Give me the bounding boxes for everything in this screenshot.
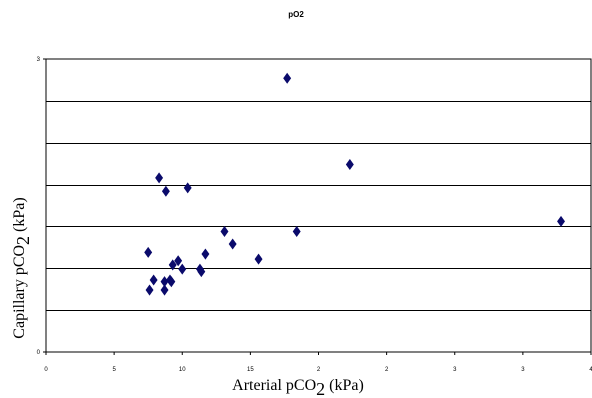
y-axis-label-subscript: 2 <box>13 236 33 245</box>
x-tick-label: 4 <box>589 367 592 373</box>
x-tick-label: 3 <box>453 367 457 373</box>
x-tick-label: 3 <box>521 367 525 373</box>
y-axis-label: Capillary pCO2 (kPa) <box>11 197 33 338</box>
x-tick-label: 2 <box>385 367 389 373</box>
plot-border <box>45 58 592 353</box>
data-point <box>228 238 237 250</box>
data-point <box>144 246 153 258</box>
data-point <box>160 284 169 296</box>
x-tick-label: 0 <box>44 367 48 373</box>
x-tick-label: 10 <box>179 367 186 373</box>
data-point <box>183 182 192 194</box>
chart-title: pO2 <box>288 10 304 19</box>
data-point <box>197 266 206 278</box>
x-axis-label-unit: (kPa) <box>325 377 364 394</box>
y-axis-ticks: 03 <box>37 57 46 356</box>
gridlines <box>46 101 591 311</box>
data-point <box>174 255 183 267</box>
y-tick-label: 3 <box>37 57 41 63</box>
data-point <box>557 215 565 227</box>
data-point <box>155 172 164 184</box>
x-axis-label-subscript: 2 <box>316 379 325 398</box>
x-axis-label: Arterial pCO2 (kPa) <box>232 377 364 398</box>
data-point <box>254 253 263 265</box>
data-point <box>292 225 301 237</box>
data-point <box>145 284 154 296</box>
data-point <box>149 274 158 286</box>
data-point <box>345 158 354 170</box>
x-axis-label-text: Arterial pCO <box>232 377 316 394</box>
data-point <box>161 185 170 197</box>
y-axis-label-unit: (kPa) <box>11 197 28 236</box>
data-point <box>201 248 210 260</box>
data-point <box>283 72 292 84</box>
data-point <box>178 263 187 275</box>
x-tick-label: 5 <box>112 367 116 373</box>
data-points <box>144 72 565 296</box>
data-point <box>167 276 176 288</box>
data-point <box>220 225 229 237</box>
x-axis-ticks: 0 5 10 15 2 2 3 3 4 <box>44 352 592 373</box>
plot-area <box>45 58 592 353</box>
x-tick-label: 15 <box>247 367 254 373</box>
x-tick-label: 2 <box>317 367 321 373</box>
y-tick-label: 0 <box>37 350 41 356</box>
data-point <box>168 259 177 271</box>
y-axis-label-text: Capillary pCO <box>11 245 28 339</box>
